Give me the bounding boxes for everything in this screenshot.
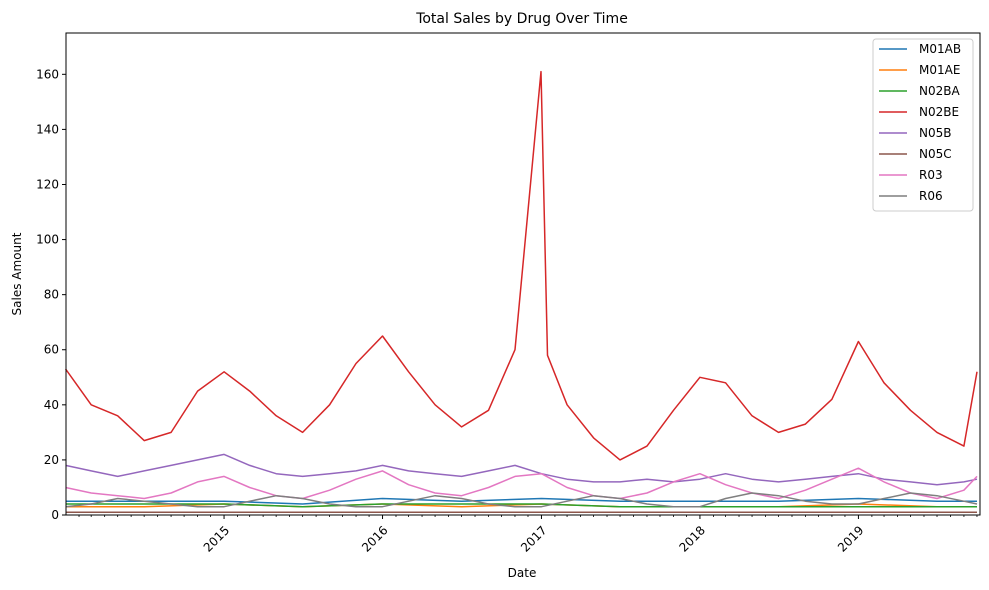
series-line-n02ba — [65, 503, 977, 508]
legend-label-n05b: N05B — [919, 126, 951, 140]
legend-label-n02be: N02BE — [919, 105, 959, 119]
series-line-n02be — [64, 70, 978, 461]
y-axis: 0 20 40 60 80 100 120 140 160 — [36, 67, 66, 522]
y-tick-label: 100 — [36, 233, 59, 247]
y-tick-label: 40 — [44, 398, 59, 412]
legend-label-r03: R03 — [919, 168, 943, 182]
legend-label-m01ae: M01AE — [919, 63, 960, 77]
series-line-r06 — [65, 492, 978, 508]
series-layer — [64, 70, 978, 513]
chart-title: Total Sales by Drug Over Time — [415, 11, 628, 27]
legend-box — [872, 38, 974, 212]
y-tick-label: 0 — [51, 508, 59, 522]
y-tick-label: 120 — [36, 177, 59, 191]
legend-label-n02ba: N02BA — [919, 84, 960, 98]
y-tick-label: 80 — [44, 288, 59, 302]
legend-label-m01ab: M01AB — [919, 42, 961, 56]
y-tick-label: 140 — [36, 122, 59, 136]
y-tick-label: 160 — [36, 67, 59, 81]
y-tick-label: 20 — [44, 453, 59, 467]
y-tick-label: 60 — [44, 343, 59, 357]
x-axis-label: Date — [508, 566, 537, 580]
legend-label-n05c: N05C — [919, 147, 952, 161]
legend-label-r06: R06 — [919, 189, 943, 203]
series-line-n05b — [65, 453, 978, 486]
y-axis-label: Sales Amount — [10, 232, 24, 315]
series-line-m01ab — [65, 497, 977, 505]
series-line-r03 — [65, 467, 978, 500]
legend: M01AB M01AE N02BA N02BE N05B N05C R03 R06 — [872, 38, 974, 212]
plot-frame — [65, 32, 981, 516]
